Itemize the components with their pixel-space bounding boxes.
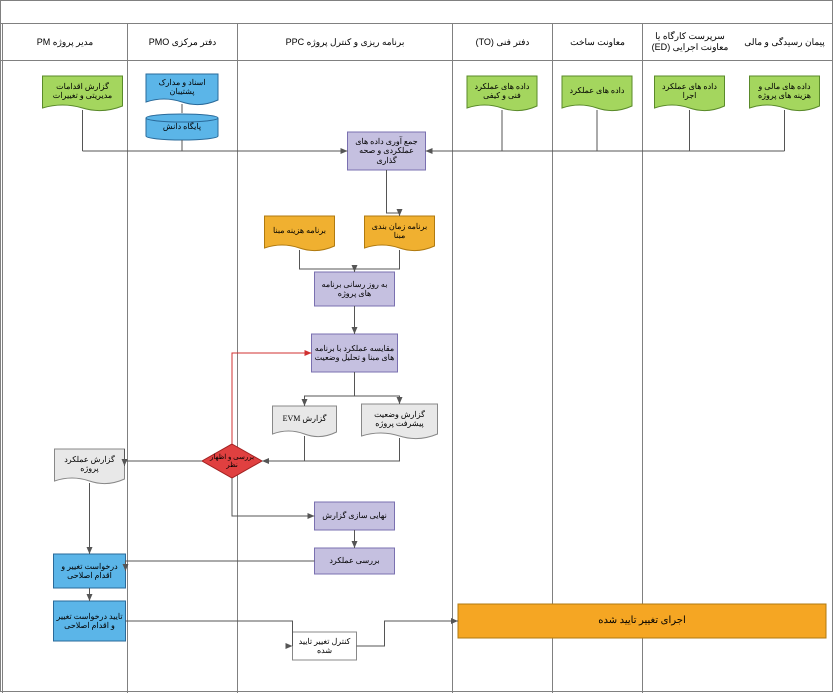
lane-column xyxy=(642,61,737,693)
lane-column xyxy=(237,61,452,693)
lane-header: سرپرست کارگاه یا معاونت اجرایی (ED) xyxy=(642,24,737,60)
lanes-header: پیمان رسیدگی و مالیسرپرست کارگاه یا معاو… xyxy=(1,24,832,61)
lane-column xyxy=(737,61,832,693)
swimlane-diagram: پیمان رسیدگی و مالیسرپرست کارگاه یا معاو… xyxy=(0,0,833,692)
lane-header: دفتر فنی (TO) xyxy=(452,24,552,60)
lane-header: برنامه ریزی و کنترل پروژه PPC xyxy=(237,24,452,60)
lane-header: دفتر مرکزی PMO xyxy=(127,24,237,60)
lane-header: معاونت ساخت xyxy=(552,24,642,60)
lane-header: مدیر پروژه PM xyxy=(2,24,127,60)
lane-column xyxy=(127,61,237,693)
lanes-body: داده های مالی و هزینه های پروژهداده های … xyxy=(1,61,832,693)
lane-column xyxy=(552,61,642,693)
lane-header: پیمان رسیدگی و مالی xyxy=(737,24,832,60)
lane-column xyxy=(2,61,127,693)
lane-column xyxy=(452,61,552,693)
diagram-title xyxy=(1,1,832,24)
